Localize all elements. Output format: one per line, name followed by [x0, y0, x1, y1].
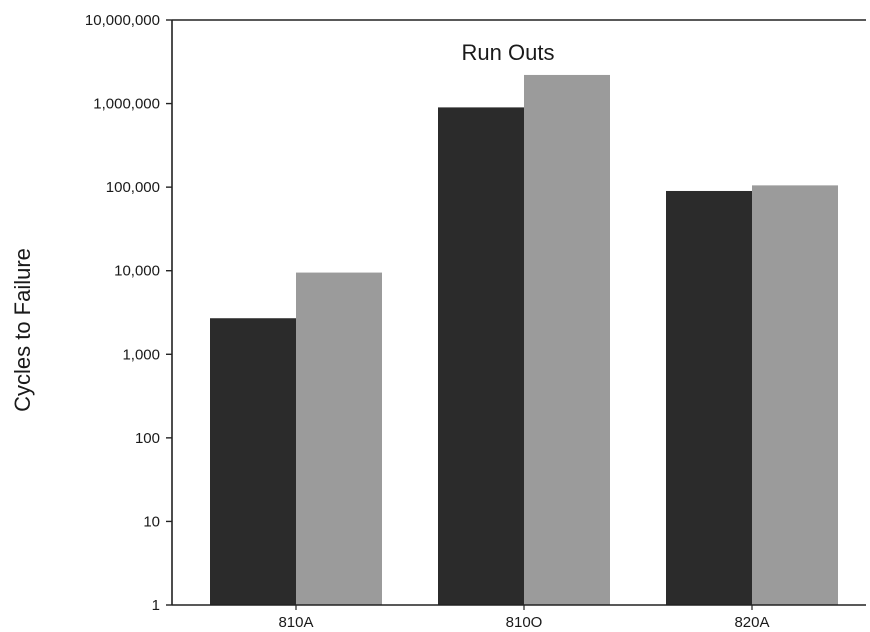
- y-tick-label: 1,000: [122, 346, 160, 363]
- bar-810o-series-1: [438, 107, 524, 605]
- bar-810o-series-2: [524, 74, 610, 606]
- x-tick-label: 820A: [734, 614, 769, 631]
- x-ticks-group: 810A 810O 820A: [278, 605, 770, 631]
- y-tick-label: 1: [152, 597, 160, 614]
- bar-810a-series-2: [296, 272, 382, 605]
- bar-820a-series-2: [752, 185, 838, 605]
- y-tick-label: 100: [135, 430, 160, 447]
- y-ticks-group: 1 10 100 1,000 10,000 100,000 1,000,000 10,000,…: [85, 12, 172, 614]
- y-tick-label: 10,000,000: [85, 12, 160, 29]
- y-tick-label: 1,000,000: [93, 96, 160, 113]
- y-tick-label: 100,000: [106, 179, 160, 196]
- bar-810a-series-1: [210, 318, 296, 605]
- x-tick-label: 810A: [278, 614, 313, 631]
- bar-820a-series-1: [666, 190, 752, 606]
- x-tick-label: 810O: [506, 614, 543, 631]
- y-tick-label: 10,000: [114, 263, 160, 280]
- bars-group: [210, 74, 838, 606]
- y-tick-label: 10: [143, 513, 160, 530]
- axes-group: [171, 19, 866, 606]
- y-axis-label: Cycles to Failure: [10, 248, 35, 412]
- run-outs-annotation: Run Outs: [462, 40, 555, 65]
